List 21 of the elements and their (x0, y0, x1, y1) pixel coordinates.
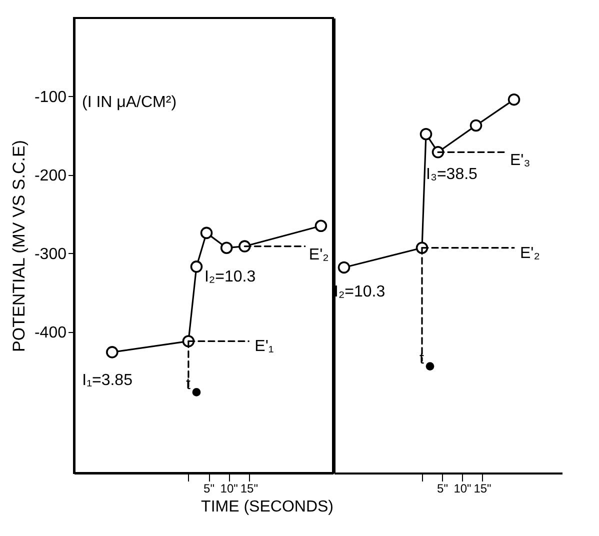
annotation: E'₃ (510, 152, 530, 170)
y-tick-label: -400 (34, 324, 67, 342)
y-tick-label: -100 (34, 88, 67, 106)
annotation: I₁=3.85 (82, 372, 133, 390)
annotation: I₃=38.5 (426, 166, 478, 184)
y-tick-label: -300 (34, 246, 67, 263)
x-tick-label: 10" (454, 482, 472, 496)
annotation: I₂=10.3 (204, 268, 256, 286)
annotation: E'₂ (308, 246, 329, 264)
x-tick-label: 15" (474, 482, 492, 496)
y-axis-title: POTENTIAL (MV VS S.C.E) (9, 140, 28, 352)
annotation: (I IN μA/CM²) (82, 94, 177, 111)
annotation: I₂=10.3 (334, 283, 386, 300)
annotation: E'₂ (520, 244, 540, 262)
x-tick-label: 5" (437, 482, 448, 496)
annotation: E'₁ (254, 338, 274, 356)
y-tick-label: -200 (34, 167, 67, 184)
x-tick-label: 10" (220, 482, 238, 496)
x-axis-title: TIME (SECONDS) (201, 498, 334, 516)
x-tick-label: 5" (204, 482, 214, 496)
x-tick-label: 15" (240, 482, 258, 496)
